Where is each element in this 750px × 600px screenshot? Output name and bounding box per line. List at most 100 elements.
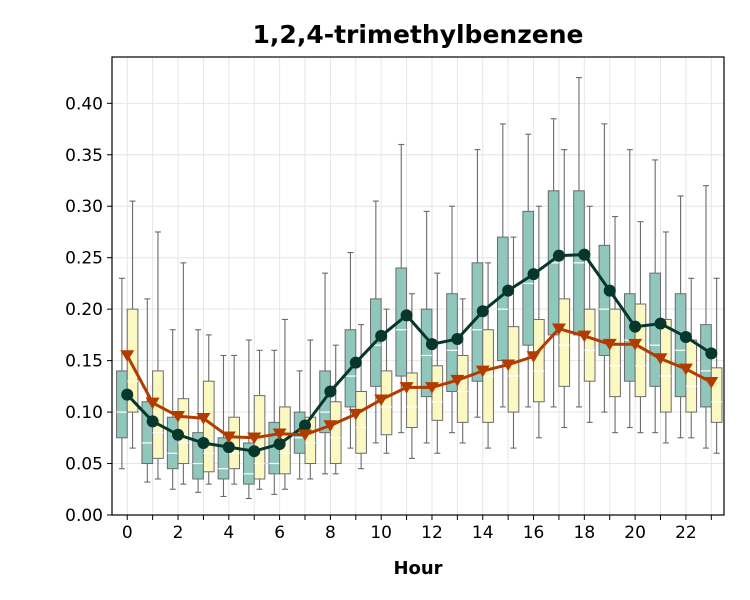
box-body <box>598 244 611 356</box>
box-body <box>660 318 672 413</box>
box-body <box>674 293 687 398</box>
box-item <box>126 200 139 449</box>
box-body <box>583 308 596 382</box>
y-tick-label: 0.30 <box>65 197 103 217</box>
mean-marker-circle <box>451 333 464 346</box>
box-body <box>406 372 418 429</box>
mean-marker-circle <box>197 436 210 449</box>
x-tick-label: 20 <box>624 523 646 543</box>
mean-marker-triangle <box>171 410 186 423</box>
mean-marker-triangle <box>120 350 135 362</box>
box-body <box>507 326 520 413</box>
mean-marker-circle <box>654 317 667 330</box>
box-body <box>395 267 408 377</box>
box-item <box>609 215 621 434</box>
box-body <box>533 318 545 403</box>
y-tick-label: 0.20 <box>65 300 103 320</box>
mean-marker-triangle <box>602 338 617 351</box>
mean-marker-circle <box>375 329 388 342</box>
box-body <box>355 390 367 454</box>
mean-marker-triangle <box>704 376 719 389</box>
x-tick-label: 6 <box>274 523 285 543</box>
box-item <box>700 185 712 449</box>
x-tick-label: 0 <box>122 523 133 543</box>
box-body <box>431 365 444 421</box>
mean-marker-triangle <box>145 397 160 410</box>
box-body <box>609 308 621 398</box>
box-item <box>558 149 571 429</box>
box-item <box>583 205 596 423</box>
x-tick-label: 12 <box>421 523 443 543</box>
box-body <box>166 416 179 470</box>
mean-marker-circle <box>298 419 311 432</box>
mean-marker-circle <box>679 330 692 343</box>
box-item <box>710 277 723 454</box>
mean-marker-triangle <box>678 363 693 376</box>
chart-title: 1,2,4-trimethylbenzene <box>253 20 584 49</box>
mean-marker-triangle <box>475 365 490 378</box>
box-item <box>217 354 230 498</box>
x-tick-label: 4 <box>223 523 234 543</box>
box-item <box>420 210 433 444</box>
box-body <box>700 324 712 408</box>
x-tick-label: 10 <box>370 523 392 543</box>
mean-marker-circle <box>222 441 235 454</box>
y-tick-label: 0.05 <box>65 455 103 475</box>
box-item <box>660 231 672 444</box>
mean-marker-triangle <box>247 432 262 445</box>
mean-marker-circle <box>273 437 286 450</box>
mean-marker-triangle <box>196 413 211 425</box>
mean-marker-circle <box>324 385 337 398</box>
box-body <box>329 401 342 465</box>
mean-marker-circle <box>121 388 134 401</box>
box-item <box>243 339 255 500</box>
mean-marker-triangle <box>450 374 465 387</box>
x-tick-label: 16 <box>523 523 545 543</box>
mean-marker-triangle <box>577 330 592 343</box>
box-body <box>116 370 128 439</box>
box-item <box>598 123 611 413</box>
mean-marker-circle <box>629 320 642 333</box>
mean-marker-triangle <box>551 323 566 336</box>
box-item <box>319 272 331 475</box>
mean-marker-circle <box>527 268 540 281</box>
y-tick-label: 0.10 <box>65 403 103 423</box>
mean-marker-triangle <box>399 382 414 394</box>
y-tick-label: 0.40 <box>65 94 103 114</box>
box-item <box>406 293 418 459</box>
mean-marker-triangle <box>526 351 541 363</box>
mean-marker-triangle <box>221 431 236 444</box>
box-body <box>152 370 164 459</box>
box-body <box>456 354 469 423</box>
mean-marker-circle <box>400 309 413 322</box>
mean-marker-circle <box>146 415 159 428</box>
y-tick-label: 0.00 <box>65 506 103 526</box>
x-tick-label: 2 <box>173 523 184 543</box>
mean-marker-triangle <box>424 382 439 394</box>
mean-marker-circle <box>476 305 489 318</box>
mean-marker-circle <box>502 284 515 297</box>
mean-marker-triangle <box>501 359 516 372</box>
x-tick-label: 22 <box>675 523 697 543</box>
mean-marker-circle <box>172 428 185 441</box>
x-tick-label: 18 <box>574 523 596 543</box>
y-tick-label: 0.25 <box>65 249 103 269</box>
x-tick-label: 14 <box>472 523 494 543</box>
mean-marker-triangle <box>628 338 643 351</box>
box-body <box>420 308 433 398</box>
box-item <box>482 262 494 449</box>
y-tick-label: 0.15 <box>65 352 103 372</box>
box-body <box>685 339 698 413</box>
mean-marker-triangle <box>653 353 668 365</box>
mean-marker-triangle <box>272 428 287 440</box>
x-axis-label: Hour <box>393 558 442 579</box>
box-body <box>710 367 723 423</box>
mean-marker-circle <box>578 248 591 261</box>
box-item <box>456 298 469 444</box>
mean-marker-circle <box>552 249 565 262</box>
mean-marker-triangle <box>323 420 338 432</box>
box-layer <box>116 77 723 500</box>
x-tick-label: 8 <box>325 523 336 543</box>
